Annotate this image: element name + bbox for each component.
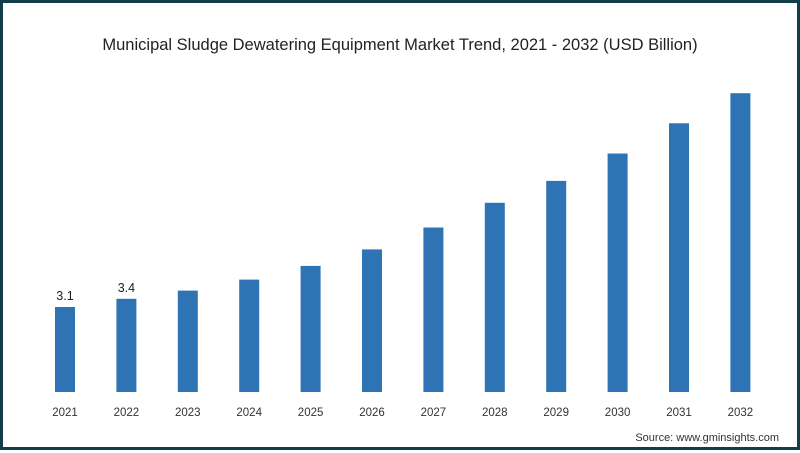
bar-2030 [607,153,628,392]
bar-2025 [300,265,321,392]
x-tick-label-2023: 2023 [175,407,201,419]
bar-2026 [362,249,382,392]
x-tick-label-2028: 2028 [482,407,508,419]
x-tick-label-2022: 2022 [114,407,140,419]
bar-2023 [177,290,198,392]
chart-title: Municipal Sludge Dewatering Equipment Ma… [102,36,698,54]
x-tick-label-2030: 2030 [605,407,631,419]
bar-2024 [239,279,260,392]
data-label-2022: 3.4 [118,281,135,295]
x-tick-label-2024: 2024 [236,407,262,419]
source-note: Source: www.gminsights.com [635,432,779,444]
x-tick-label-2021: 2021 [52,407,78,419]
x-tick-label-2029: 2029 [543,407,569,419]
x-tick-label-2031: 2031 [666,407,692,419]
x-tick-label-2027: 2027 [421,407,447,419]
bar-2022 [116,298,137,392]
x-tick-label-2026: 2026 [359,407,385,419]
bar-2028 [484,202,505,392]
x-tick-label-2032: 2032 [728,407,754,419]
x-tick-label-2025: 2025 [298,407,324,419]
bar-chart: 2021 3.1 2022 3.4 2023 2024 2025 2026 2027 2028 20… [52,93,754,419]
data-label-2021: 3.1 [56,289,73,303]
bar-2021 [55,307,75,392]
bar-2032 [730,93,751,392]
bar-2027 [423,227,444,392]
bar-2031 [669,123,689,393]
bar-2029 [546,180,567,392]
